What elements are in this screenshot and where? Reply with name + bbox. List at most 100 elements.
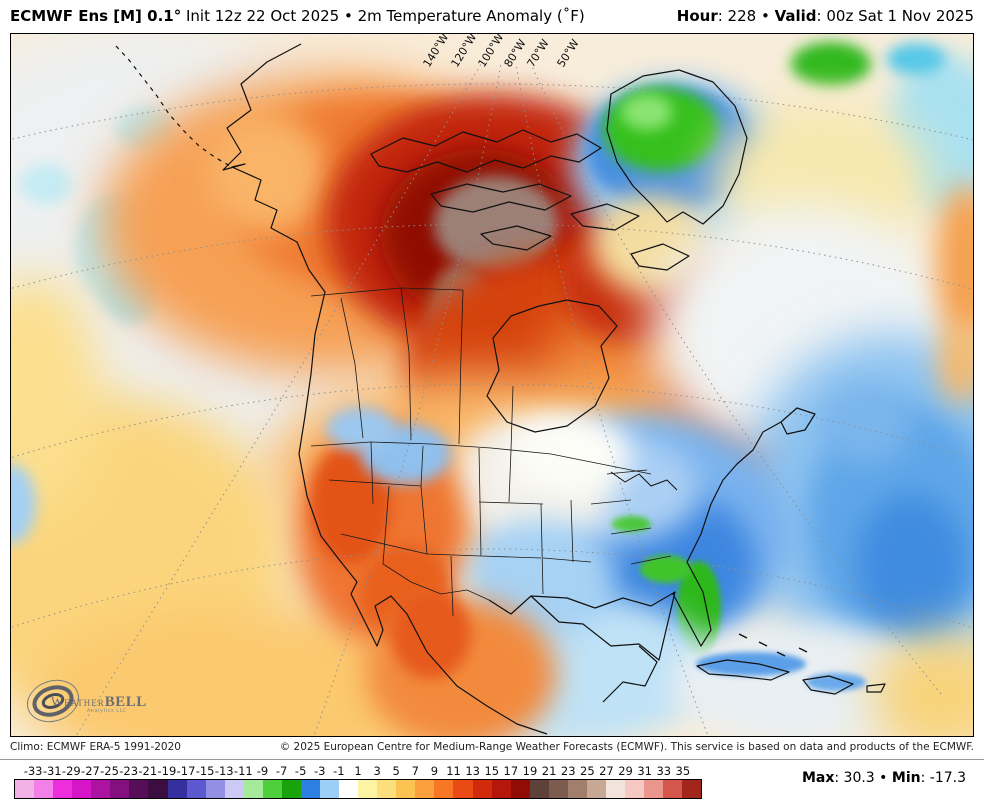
- colorbar-swatch: [15, 780, 35, 798]
- colorbar-swatch: [529, 780, 549, 798]
- footer-divider: [0, 759, 984, 760]
- colorbar-swatch: [167, 780, 187, 798]
- colorbar-tick: 7: [411, 764, 419, 778]
- min-value: -17.3: [929, 770, 966, 786]
- colorbar-swatch: [548, 780, 568, 798]
- header-bar: ECMWF Ens [M] 0.1° Init 12z 22 Oct 2025 …: [10, 0, 974, 32]
- colorbar-swatch: [91, 780, 111, 798]
- colorbar-swatch: [625, 780, 645, 798]
- degree-symbol: °: [173, 7, 182, 25]
- colorbar-tick: -29: [61, 764, 81, 778]
- colorbar-swatch: [510, 780, 530, 798]
- colorbar-tick: -19: [157, 764, 177, 778]
- colorbar-swatch: [358, 780, 378, 798]
- colorbar-swatch: [453, 780, 473, 798]
- colorbar-tick: 21: [541, 764, 557, 778]
- title-rest: Init 12z 22 Oct 2025 • 2m Temperature An…: [181, 7, 585, 25]
- domain-max-min: Max: 30.3 • Min: -17.3: [801, 770, 966, 786]
- colorbar-tick: -9: [256, 764, 269, 778]
- colorbar-tick: -13: [214, 764, 234, 778]
- colorbar-tick: 17: [503, 764, 519, 778]
- colorbar-swatch: [434, 780, 454, 798]
- colorbar-swatch: [110, 780, 130, 798]
- colorbar-swatch: [129, 780, 149, 798]
- colorbar-swatch: [186, 780, 206, 798]
- colorbar-swatch: [472, 780, 492, 798]
- colorbar-tick: -25: [100, 764, 119, 778]
- header-separator: •: [760, 7, 770, 25]
- colorbar-tick: -21: [138, 764, 158, 778]
- political-borders: [310, 287, 672, 617]
- colorbar-tick: -23: [119, 764, 139, 778]
- colorbar-swatch: [72, 780, 92, 798]
- hour-value: 228: [727, 7, 757, 25]
- colorbar-tick: 29: [618, 764, 633, 778]
- colorbar-swatch: [300, 780, 320, 798]
- colorbar-tick: 5: [392, 764, 400, 778]
- colorbar-tick-labels: -33 -31 -29 -27 -25 -23 -21 -19 -17 -15 -13 -11 -9 -7…: [14, 764, 702, 778]
- colorbar-tick: -17: [176, 764, 196, 778]
- coastlines: [115, 43, 886, 735]
- min-label: Min: [891, 770, 921, 786]
- colorbar-tick: -1: [333, 764, 345, 778]
- colorbar-tick: 13: [465, 764, 480, 778]
- colorbar-tick: -11: [233, 764, 253, 778]
- anomaly-color-field: [11, 34, 973, 736]
- colorbar-swatch: [415, 780, 435, 798]
- colorbar-tick: 11: [446, 764, 461, 778]
- colorbar-swatch: [243, 780, 263, 798]
- colorbar-tick: 19: [522, 764, 538, 778]
- colorbar-tick: 25: [580, 764, 595, 778]
- map-canvas[interactable]: 140°W 120°W 100°W 80°W 70°W 50°W WeatherBELL …: [10, 33, 974, 737]
- colorbar-tick: 31: [637, 764, 652, 778]
- colorbar-tick: -33: [23, 764, 43, 778]
- maxmin-separator: •: [879, 770, 888, 786]
- colorbar-swatch: [34, 780, 54, 798]
- colorbar-swatch: [644, 780, 664, 798]
- max-label: Max: [801, 770, 835, 786]
- colorbar: -33 -31 -29 -27 -25 -23 -21 -19 -17 -15 -13 -11 -9 -7…: [14, 764, 702, 804]
- colorbar-swatch: [586, 780, 606, 798]
- valid-time-info: Hour: 228 • Valid: 00z Sat 1 Nov 2025: [676, 7, 974, 25]
- colorbar-tick: -15: [195, 764, 215, 778]
- colorbar-swatch: [663, 780, 683, 798]
- colorbar-swatch: [491, 780, 511, 798]
- colorbar-swatch: [205, 780, 225, 798]
- colorbar-tick: 1: [354, 764, 362, 778]
- colorbar-tick: -3: [314, 764, 326, 778]
- colorbar-swatch: [396, 780, 416, 798]
- attribution-row: Climo: ECMWF ERA-5 1991-2020 © 2025 Euro…: [0, 738, 984, 758]
- map-title: ECMWF Ens [M] 0.1° Init 12z 22 Oct 2025 …: [10, 7, 585, 25]
- colorbar-tick: -7: [275, 764, 288, 778]
- colorbar-swatch: [262, 780, 282, 798]
- graticule-lines: [11, 63, 973, 736]
- colorbar-tick: 9: [430, 764, 439, 778]
- copyright-note: © 2025 European Centre for Medium-Range …: [279, 741, 974, 753]
- colorbar-tick: -27: [81, 764, 100, 778]
- colorbar-swatch: [682, 780, 702, 798]
- colorbar-swatch: [567, 780, 587, 798]
- valid-value: 00z Sat 1 Nov 2025: [826, 7, 974, 25]
- colorbar-swatches: [14, 779, 702, 799]
- max-value: 30.3: [843, 770, 875, 786]
- colorbar-swatch: [224, 780, 244, 798]
- colorbar-tick: 33: [656, 764, 672, 778]
- valid-label: Valid: [774, 7, 817, 25]
- colorbar-tick: 23: [560, 764, 576, 778]
- colorbar-swatch: [377, 780, 397, 798]
- model-name: ECMWF Ens [M] 0.1: [10, 7, 174, 25]
- colorbar-swatch: [339, 780, 359, 798]
- colorbar-tick: -31: [42, 764, 62, 778]
- colorbar-tick: 27: [599, 764, 614, 778]
- colorbar-tick: 35: [675, 764, 691, 778]
- climo-note: Climo: ECMWF ERA-5 1991-2020: [10, 741, 181, 753]
- colorbar-tick: 3: [373, 764, 381, 778]
- colorbar-swatch: [605, 780, 625, 798]
- colorbar-swatch: [281, 780, 301, 798]
- colorbar-swatch: [53, 780, 73, 798]
- colorbar-swatch: [148, 780, 168, 798]
- colorbar-tick: -5: [294, 764, 307, 778]
- hour-label: Hour: [676, 7, 718, 25]
